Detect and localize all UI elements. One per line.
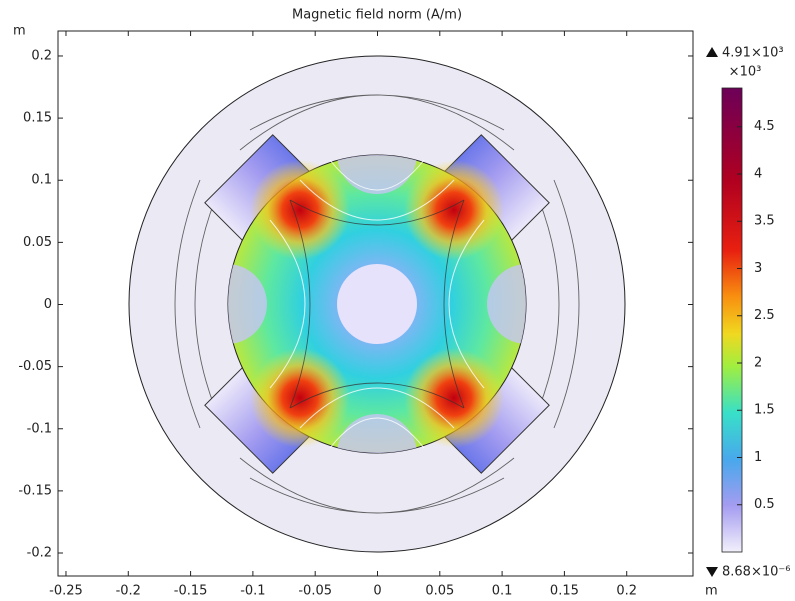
colorbar-max-label: 4.91×10³	[722, 46, 784, 61]
colorbar-tick-label: 2.5	[754, 308, 775, 323]
y-tick-label: 0	[44, 297, 52, 312]
x-tick-label: 0.15	[550, 584, 579, 599]
x-tick-label: -0.05	[298, 584, 332, 599]
colorbar-tick-label: 3	[754, 261, 762, 276]
y-tick-label: -0.2	[27, 546, 52, 561]
x-axis-label: m	[705, 584, 718, 599]
y-tick-label: -0.15	[18, 483, 52, 498]
y-tick-label: 0.2	[31, 48, 52, 63]
colorbar-unit: ×10³	[729, 65, 762, 80]
y-tick-label: -0.1	[27, 421, 52, 436]
x-tick-label: 0.2	[616, 584, 637, 599]
colorbar-tick-label: 1	[754, 450, 762, 465]
x-tick-label: 0.1	[492, 584, 513, 599]
colorbar-tick-label: 0.5	[754, 497, 775, 512]
y-axis-label: m	[13, 24, 26, 39]
colorbar-tick-label: 4.5	[754, 119, 775, 134]
colorbar-tick-label: 1.5	[754, 403, 775, 418]
min-marker	[706, 567, 718, 577]
y-tick-label: 0.05	[23, 235, 52, 250]
plot-frame	[57, 30, 694, 577]
x-tick-label: 0	[373, 584, 381, 599]
x-tick-label: -0.25	[49, 584, 83, 599]
colorbar-min-label: 8.68×10⁻⁶	[722, 565, 790, 580]
colorbar	[721, 87, 743, 553]
colorbar-tick-label: 2	[754, 355, 762, 370]
x-tick-label: -0.15	[174, 584, 208, 599]
colorbar-tick-label: 4	[754, 166, 762, 181]
x-tick-label: -0.1	[240, 584, 265, 599]
colorbar-tick-label: 3.5	[754, 214, 775, 229]
chart-title: Magnetic field norm (A/m)	[292, 8, 462, 23]
max-marker	[706, 47, 718, 57]
field-plot	[128, 55, 626, 553]
x-tick-label: -0.2	[116, 584, 141, 599]
x-tick-label: 0.05	[425, 584, 454, 599]
y-tick-label: -0.05	[18, 359, 52, 374]
y-tick-label: 0.15	[23, 111, 52, 126]
y-tick-label: 0.1	[31, 173, 52, 188]
